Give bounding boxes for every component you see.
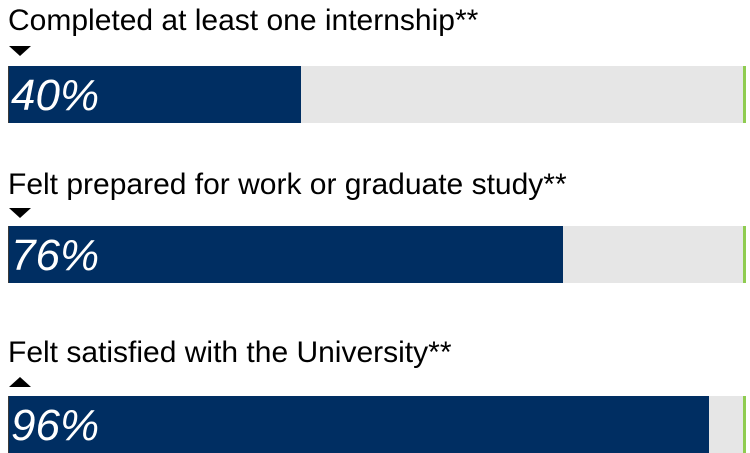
stat-label: Felt satisfied with the University**: [8, 336, 452, 369]
bar-track: 96%: [8, 396, 746, 453]
bar-track: 40%: [8, 66, 746, 123]
bar-fill: [9, 66, 301, 123]
stat-label: Felt prepared for work or graduate study…: [8, 168, 567, 201]
stat-label: Completed at least one internship**: [8, 4, 479, 37]
down-triangle-icon: [9, 46, 31, 56]
bar-fill: [9, 396, 709, 453]
up-triangle-icon: [9, 377, 31, 387]
bar-value-label: 96%: [11, 401, 100, 450]
bar-value-label: 40%: [11, 71, 100, 120]
bar-endcap: [743, 226, 746, 283]
bar-value-label: 76%: [11, 231, 100, 280]
bar-fill: [9, 226, 563, 283]
bar-endcap: [743, 396, 746, 453]
down-triangle-icon: [9, 208, 31, 218]
bar-endcap: [743, 66, 746, 123]
bar-track: 76%: [8, 226, 746, 283]
